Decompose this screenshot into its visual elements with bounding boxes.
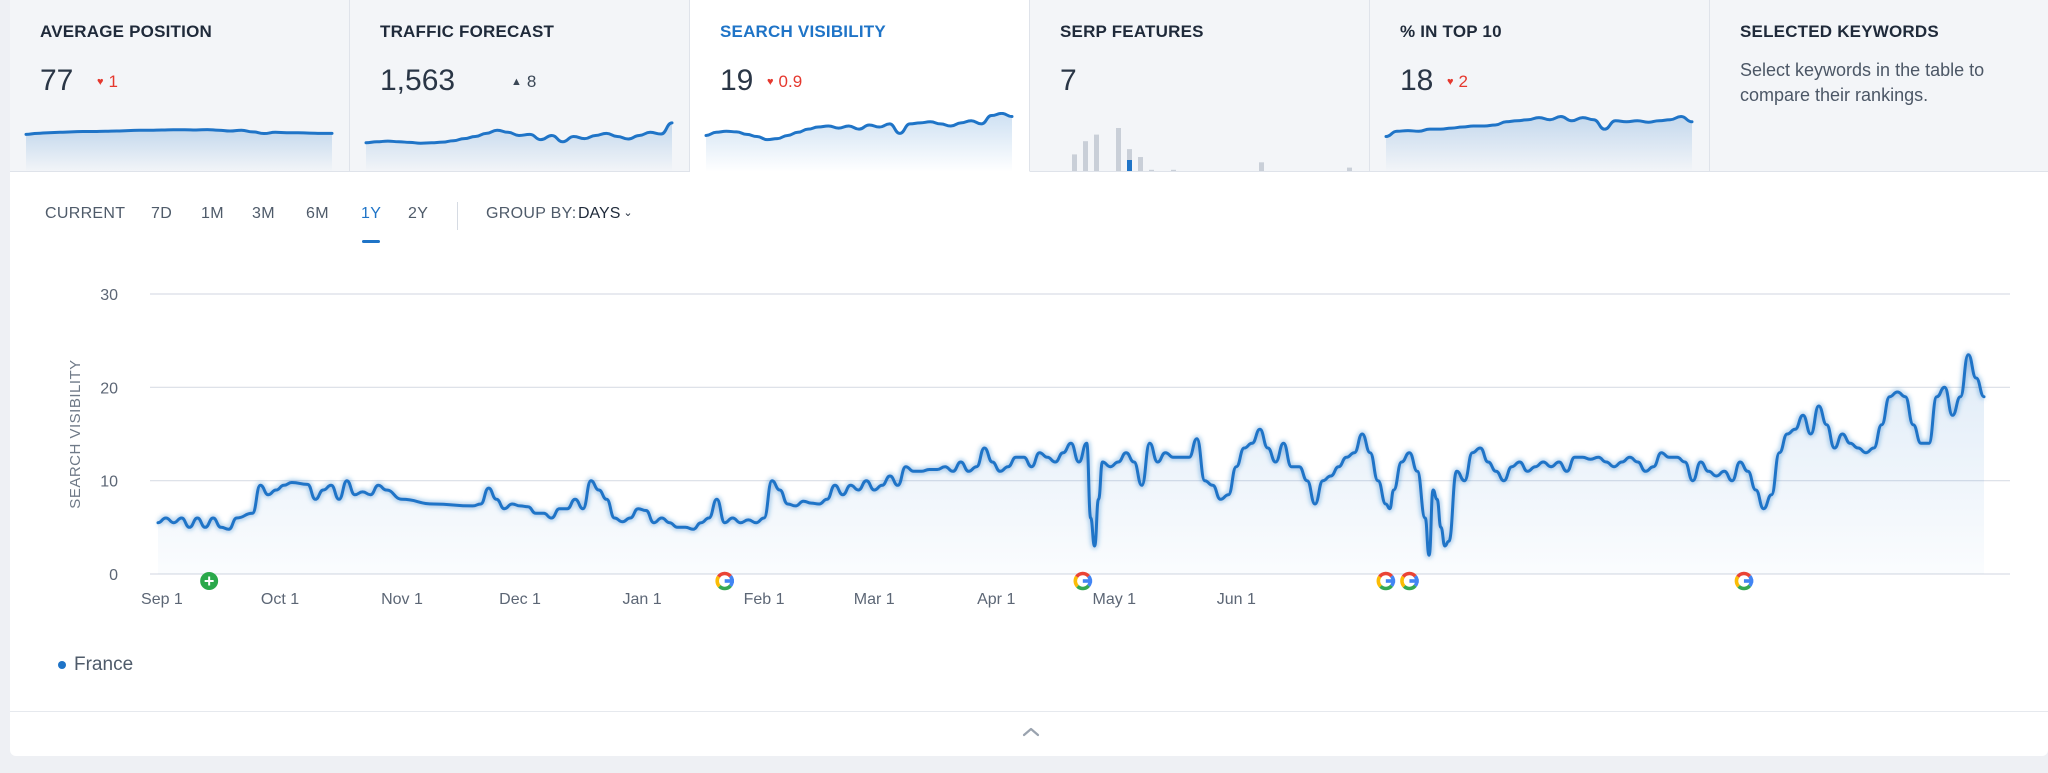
period-1m[interactable]: 1M	[201, 205, 224, 222]
active-period-indicator	[362, 240, 380, 243]
chart-toolbar: CURRENT 7D 1M 3M 6M 1Y 2Y GROUP BY: DAYS…	[10, 200, 810, 250]
legend-label-france: France	[74, 654, 134, 675]
metric-value: 18	[1400, 64, 1434, 97]
metric-title: % IN TOP 10	[1400, 22, 1502, 41]
group-by-select[interactable]: DAYS ⌄	[578, 205, 633, 223]
chevron-up-icon[interactable]	[1019, 720, 1043, 744]
metric-title: TRAFFIC FORECAST	[380, 22, 555, 41]
y-tick-label: 0	[109, 567, 118, 584]
group-by-value: DAYS	[578, 205, 621, 222]
toolbar-divider	[457, 202, 458, 230]
serp-bar	[1347, 167, 1352, 171]
x-tick-label: Sep 1	[141, 591, 183, 608]
x-tick-label: Jan 1	[622, 591, 661, 608]
y-axis-title: SEARCH VISIBILITY	[67, 359, 84, 508]
sparkline-line	[704, 112, 1014, 142]
heart-down-icon: ♥	[1447, 76, 1454, 88]
metric-delta: ♥ 2	[1447, 72, 1468, 92]
note-added-icon[interactable]	[200, 572, 219, 590]
google-update-icon[interactable]	[1073, 571, 1093, 591]
chevron-down-icon: ⌄	[623, 207, 633, 219]
sparkline-line	[24, 128, 334, 136]
sparkline-area	[706, 113, 1012, 171]
metric-delta-value: 1	[108, 72, 118, 91]
metric-title: AVERAGE POSITION	[40, 22, 212, 41]
sparkline-area	[1386, 116, 1692, 171]
legend-dot	[58, 661, 66, 669]
search-visibility-chart[interactable]: 0 10 20 30 SEARCH VISIBILITY Sep 1 Oct 1 Nov 1 D…	[10, 270, 2048, 620]
google-update-icon[interactable]	[1734, 571, 1754, 591]
metric-card-selected-keywords: SELECTED KEYWORDS Select keywords in the…	[1710, 0, 2048, 172]
metric-cards: AVERAGE POSITION 77 ♥ 1 TRAFFIC FORECAST …	[10, 0, 2048, 172]
serp-features-bars	[1072, 128, 1352, 171]
metric-description: Select keywords in the table to compare …	[1740, 60, 1985, 105]
sparkline	[364, 121, 674, 171]
x-tick-label: Jun 1	[1217, 591, 1256, 608]
period-2y[interactable]: 2Y	[408, 205, 429, 222]
serp-bar	[1116, 128, 1121, 171]
serp-bar	[1259, 162, 1264, 171]
google-update-icon[interactable]	[1376, 571, 1396, 591]
google-update-icon[interactable]	[1400, 571, 1419, 591]
x-tick-label: Dec 1	[499, 591, 541, 608]
y-tick-label: 10	[100, 474, 118, 491]
x-tick-label: Oct 1	[261, 591, 299, 608]
x-tick-label: Nov 1	[381, 591, 423, 608]
x-tick-label: Apr 1	[977, 591, 1015, 608]
serp-bar	[1083, 141, 1088, 171]
triangle-up-icon: ▲	[511, 76, 522, 88]
metric-delta: ♥ 0.9	[767, 72, 802, 92]
period-6m[interactable]: 6M	[306, 205, 329, 222]
metric-delta-value: 2	[1458, 72, 1468, 91]
serp-bar	[1149, 169, 1154, 171]
metric-card-serp-features[interactable]: SERP FEATURES 7	[1030, 0, 1370, 172]
serp-bar-highlight	[1127, 160, 1132, 171]
metric-delta: ▲ 8	[511, 72, 536, 92]
metric-card-traffic-forecast[interactable]: TRAFFIC FORECAST 1,563 ▲ 8	[350, 0, 690, 172]
google-update-icon[interactable]	[715, 571, 734, 591]
serp-bar	[1072, 154, 1077, 171]
period-1y[interactable]: 1Y	[361, 205, 382, 222]
metric-delta-value: 8	[526, 72, 537, 91]
chart-legend[interactable]: France	[58, 654, 133, 676]
sparkline	[1384, 115, 1694, 171]
metric-title: SELECTED KEYWORDS	[1740, 22, 1939, 41]
sparkline-area	[366, 122, 672, 171]
metric-delta-value: 0.9	[778, 72, 803, 91]
sparkline-line	[1384, 115, 1694, 138]
group-by-label: GROUP BY:	[486, 205, 577, 222]
sparkline	[704, 112, 1014, 171]
search-visibility-panel: AVERAGE POSITION 77 ♥ 1 TRAFFIC FORECAST …	[10, 0, 2048, 756]
metric-delta: ♥ 1	[97, 72, 118, 92]
serp-bar	[1094, 134, 1099, 171]
metric-value: 19	[720, 64, 754, 97]
metric-value: 7	[1060, 64, 1077, 97]
metric-value: 1,563	[380, 64, 456, 97]
x-tick-label: Feb 1	[744, 591, 785, 608]
sparkline	[24, 128, 334, 171]
period-current[interactable]: CURRENT	[45, 205, 126, 222]
serp-bar	[1171, 169, 1176, 171]
metric-card-average-position[interactable]: AVERAGE POSITION 77 ♥ 1	[10, 0, 350, 172]
metric-card-search-visibility[interactable]: SEARCH VISIBILITY 19 ♥ 0.9	[690, 0, 1030, 172]
heart-down-icon: ♥	[767, 76, 774, 88]
y-tick-label: 20	[100, 380, 118, 397]
heart-down-icon: ♥	[97, 76, 104, 88]
collapse-bar	[10, 711, 2048, 757]
sparkline-line	[364, 121, 674, 145]
x-tick-label: Mar 1	[854, 591, 895, 608]
metric-card-percent-top10[interactable]: % IN TOP 10 18 ♥ 2	[1370, 0, 1710, 172]
metric-title: SERP FEATURES	[1060, 22, 1204, 41]
y-tick-label: 30	[100, 287, 118, 304]
period-7d[interactable]: 7D	[151, 205, 173, 222]
series-line-france[interactable]	[156, 353, 1986, 557]
period-3m[interactable]: 3M	[252, 205, 275, 222]
metric-title: SEARCH VISIBILITY	[720, 22, 886, 41]
sparkline-area	[26, 129, 332, 171]
x-tick-label: May 1	[1092, 591, 1136, 608]
serp-bar	[1138, 157, 1143, 171]
metric-value: 77	[40, 64, 74, 97]
